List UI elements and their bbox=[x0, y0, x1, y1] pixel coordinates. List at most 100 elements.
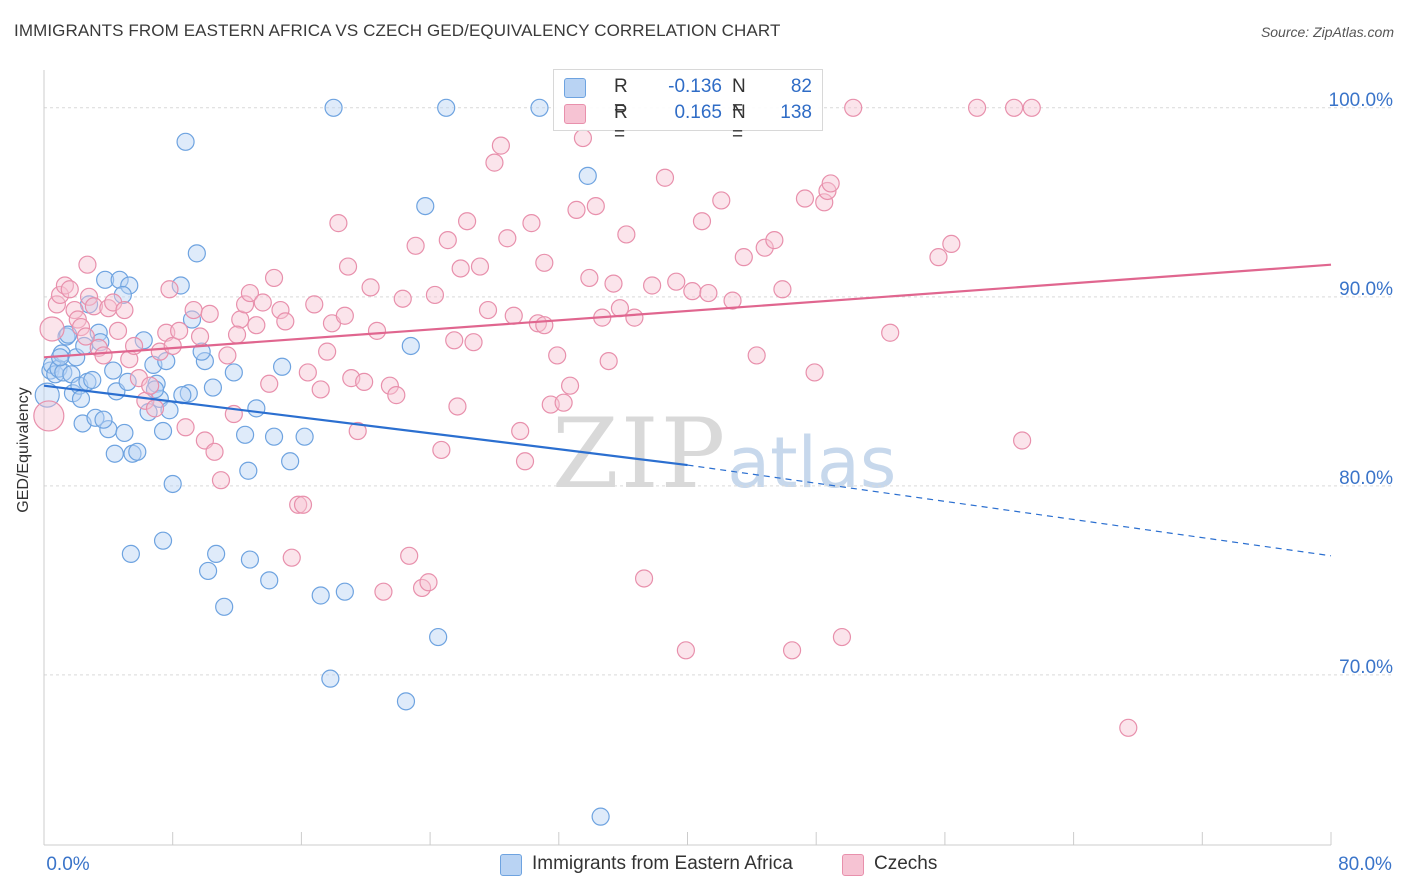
legend-r-label: R = bbox=[614, 76, 628, 119]
point-czechs bbox=[723, 291, 742, 310]
source-label: Source: ZipAtlas.com bbox=[1260, 24, 1394, 40]
point-czechs bbox=[50, 285, 70, 305]
point-czechs bbox=[33, 400, 65, 432]
point-eastern-africa bbox=[240, 550, 260, 569]
point-czechs bbox=[844, 98, 863, 117]
trendline-czechs bbox=[43, 263, 1332, 359]
point-czechs bbox=[160, 280, 179, 299]
watermark-atlas: atlas bbox=[727, 422, 897, 504]
y-axis-label-wrap: GED/Equivalency bbox=[4, 330, 44, 570]
point-czechs bbox=[311, 380, 330, 399]
point-eastern-africa bbox=[578, 166, 597, 185]
legend-label-eastern-africa: Immigrants from Eastern Africa bbox=[532, 853, 793, 874]
point-eastern-africa bbox=[198, 561, 218, 581]
point-czechs bbox=[1004, 98, 1024, 117]
point-czechs bbox=[141, 376, 160, 395]
point-czechs bbox=[205, 442, 224, 461]
point-czechs bbox=[765, 231, 784, 250]
point-czechs bbox=[805, 363, 824, 382]
point-czechs bbox=[260, 374, 279, 393]
point-czechs bbox=[79, 287, 99, 306]
legend-r-value: -0.136 bbox=[668, 76, 722, 97]
point-eastern-africa bbox=[128, 442, 147, 461]
point-czechs bbox=[755, 238, 774, 257]
trendline-eastern-africa bbox=[43, 384, 688, 467]
point-eastern-africa bbox=[171, 276, 190, 295]
point-czechs bbox=[367, 321, 387, 340]
point-eastern-africa bbox=[239, 461, 258, 480]
point-czechs bbox=[560, 376, 580, 395]
point-eastern-africa bbox=[134, 331, 153, 350]
point-czechs bbox=[604, 274, 623, 293]
point-czechs bbox=[293, 495, 313, 514]
point-czechs bbox=[567, 200, 586, 219]
point-czechs bbox=[76, 327, 95, 346]
point-czechs bbox=[432, 440, 451, 460]
point-czechs bbox=[200, 304, 219, 323]
point-czechs bbox=[458, 212, 477, 231]
point-czechs bbox=[445, 331, 464, 350]
point-eastern-africa bbox=[591, 807, 610, 826]
y-tick-label: 90.0% bbox=[1339, 279, 1393, 300]
point-czechs bbox=[361, 278, 380, 297]
point-eastern-africa bbox=[96, 270, 115, 289]
point-czechs bbox=[451, 259, 470, 278]
watermark-zip: ZIP bbox=[552, 398, 728, 510]
point-czechs bbox=[967, 98, 987, 117]
point-czechs bbox=[1013, 431, 1032, 450]
point-czechs bbox=[184, 300, 203, 320]
point-eastern-africa bbox=[321, 669, 340, 688]
x-tick-label: 80.0% bbox=[1338, 854, 1392, 875]
point-czechs bbox=[676, 641, 695, 660]
point-czechs bbox=[491, 136, 510, 155]
point-czechs bbox=[218, 346, 237, 365]
point-czechs bbox=[734, 248, 753, 267]
series-legend: Immigrants from Eastern Africa Czechs bbox=[0, 852, 1406, 878]
point-czechs bbox=[942, 234, 961, 254]
point-czechs bbox=[329, 214, 348, 233]
point-eastern-africa bbox=[120, 276, 139, 295]
point-eastern-africa bbox=[224, 363, 243, 382]
point-eastern-africa bbox=[311, 586, 330, 605]
point-czechs bbox=[190, 327, 210, 346]
point-czechs bbox=[338, 257, 358, 276]
point-eastern-africa bbox=[215, 597, 234, 616]
point-czechs bbox=[387, 386, 406, 405]
point-eastern-africa bbox=[115, 423, 134, 443]
legend-n-label: N = bbox=[732, 76, 746, 119]
point-eastern-africa bbox=[416, 196, 435, 216]
point-czechs bbox=[782, 641, 802, 660]
legend-swatch-blue bbox=[564, 78, 586, 98]
point-czechs bbox=[380, 376, 399, 395]
point-eastern-africa bbox=[195, 351, 214, 371]
x-tick-label: 0.0% bbox=[46, 854, 89, 875]
point-czechs bbox=[832, 627, 852, 647]
point-czechs bbox=[773, 280, 792, 299]
point-czechs bbox=[393, 289, 412, 308]
point-czechs bbox=[289, 495, 308, 514]
point-czechs bbox=[586, 196, 605, 216]
point-eastern-africa bbox=[324, 98, 343, 117]
legend-swatch-blue bbox=[500, 854, 522, 876]
point-czechs bbox=[264, 268, 284, 288]
point-czechs bbox=[625, 308, 644, 327]
point-czechs bbox=[108, 321, 128, 340]
point-czechs bbox=[145, 399, 165, 418]
point-eastern-africa bbox=[396, 692, 416, 711]
point-eastern-africa bbox=[157, 351, 176, 371]
point-czechs bbox=[78, 255, 97, 274]
point-eastern-africa bbox=[104, 361, 123, 380]
point-czechs bbox=[240, 283, 260, 303]
point-czechs bbox=[511, 421, 530, 441]
legend-swatch-pink bbox=[564, 104, 586, 124]
point-czechs bbox=[298, 363, 317, 382]
y-tick-label: 70.0% bbox=[1339, 657, 1393, 678]
point-czechs bbox=[522, 214, 541, 233]
point-czechs bbox=[406, 236, 425, 255]
watermark: ZIPatlas bbox=[552, 398, 896, 510]
point-eastern-africa bbox=[153, 531, 173, 550]
point-eastern-africa bbox=[83, 370, 102, 390]
point-eastern-africa bbox=[105, 444, 124, 463]
point-czechs bbox=[305, 295, 324, 314]
point-czechs bbox=[815, 193, 834, 212]
